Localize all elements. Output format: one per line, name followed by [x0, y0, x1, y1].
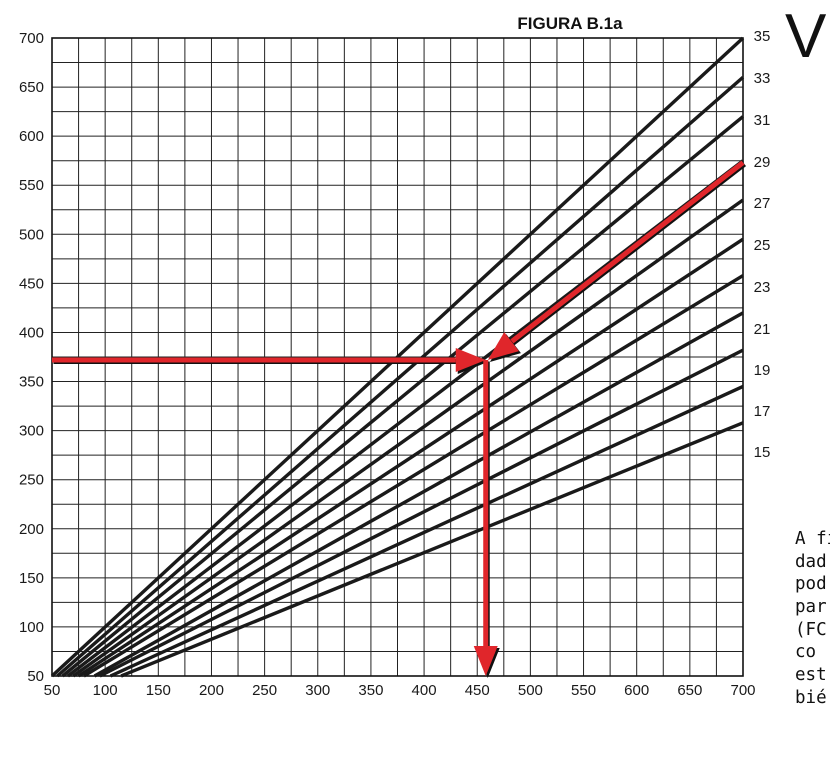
arrow-head	[487, 332, 519, 360]
arrow-head	[455, 347, 486, 372]
y-tick-label: 100	[19, 619, 44, 636]
y-tick-label: 250	[19, 472, 44, 489]
y-tick-label: 200	[19, 521, 44, 538]
y-tick-label: 400	[19, 324, 44, 341]
plot-frame	[51, 37, 744, 677]
y-tick-label: 150	[19, 570, 44, 587]
x-tick-label: 400	[412, 682, 437, 699]
y-tick-label: 500	[19, 226, 44, 243]
x-tick-label: 50	[44, 682, 61, 699]
x-tick-label: 200	[199, 682, 224, 699]
series-line-17	[109, 384, 744, 678]
series-line-27	[72, 198, 744, 678]
series-label-21: 21	[754, 321, 771, 338]
y-tick-label: 550	[19, 177, 44, 194]
red-arrows	[52, 160, 747, 678]
series-label-23: 23	[754, 279, 771, 296]
series-lines	[50, 36, 745, 678]
series-label-35: 35	[754, 28, 771, 45]
y-tick-label: 300	[19, 423, 44, 440]
side-text-line: co	[795, 642, 817, 663]
x-tick-label: 350	[358, 682, 383, 699]
series-line-31	[61, 115, 745, 678]
x-tick-label: 300	[305, 682, 330, 699]
y-tick-label: 700	[19, 30, 44, 47]
series-label-33: 33	[754, 70, 771, 87]
series-label-17: 17	[754, 403, 771, 420]
series-labels: 35 33 31 29 27 25 23 21 19 17 15	[754, 28, 771, 461]
y-tick-label: 600	[19, 128, 44, 145]
side-text-line: (FC	[795, 619, 827, 640]
series-label-19: 19	[754, 362, 771, 379]
series-line-33	[56, 75, 745, 678]
y-tick-label: 50	[27, 668, 44, 685]
chart-title-group: FIGURA B.1a	[478, 6, 664, 36]
x-tick-label: 450	[465, 682, 490, 699]
x-tick-label: 700	[730, 682, 755, 699]
page-letter: V	[785, 2, 827, 71]
y-tick-label: 450	[19, 275, 44, 292]
series-label-15: 15	[754, 444, 771, 461]
series-label-31: 31	[754, 112, 771, 129]
side-text-line: bié	[795, 687, 827, 708]
series-label-29: 29	[754, 154, 771, 171]
series-line-23	[83, 274, 744, 678]
x-tick-label: 600	[624, 682, 649, 699]
x-tick-label: 650	[677, 682, 702, 699]
series-label-27: 27	[754, 195, 771, 212]
side-text-line: est	[795, 665, 827, 686]
x-tick-label: 500	[518, 682, 543, 699]
x-tick-label: 550	[571, 682, 596, 699]
side-text-line: dad	[795, 551, 827, 572]
series-label-25: 25	[754, 237, 771, 254]
side-text-line: pod	[795, 574, 827, 595]
series-line-19	[99, 348, 744, 678]
x-tick-label: 250	[252, 682, 277, 699]
x-tick-label: 100	[93, 682, 118, 699]
side-text-line: par	[795, 597, 827, 618]
series-line-21	[93, 311, 744, 678]
side-text-line: A fi	[795, 529, 830, 549]
arrow-head	[473, 646, 498, 676]
chart-title: FIGURA B.1a	[517, 14, 623, 33]
arrow-shaft	[510, 160, 745, 344]
series-line-25	[77, 237, 744, 678]
series-line-35	[50, 36, 745, 678]
series-line-15	[120, 421, 744, 678]
y-tick-label: 650	[19, 79, 44, 96]
x-tick-label: 150	[146, 682, 171, 699]
y-tick-label: 350	[19, 374, 44, 391]
tick-labels: 50 100 150 200 250 300 350 400 450 500 550 600 650 70…	[19, 30, 756, 699]
